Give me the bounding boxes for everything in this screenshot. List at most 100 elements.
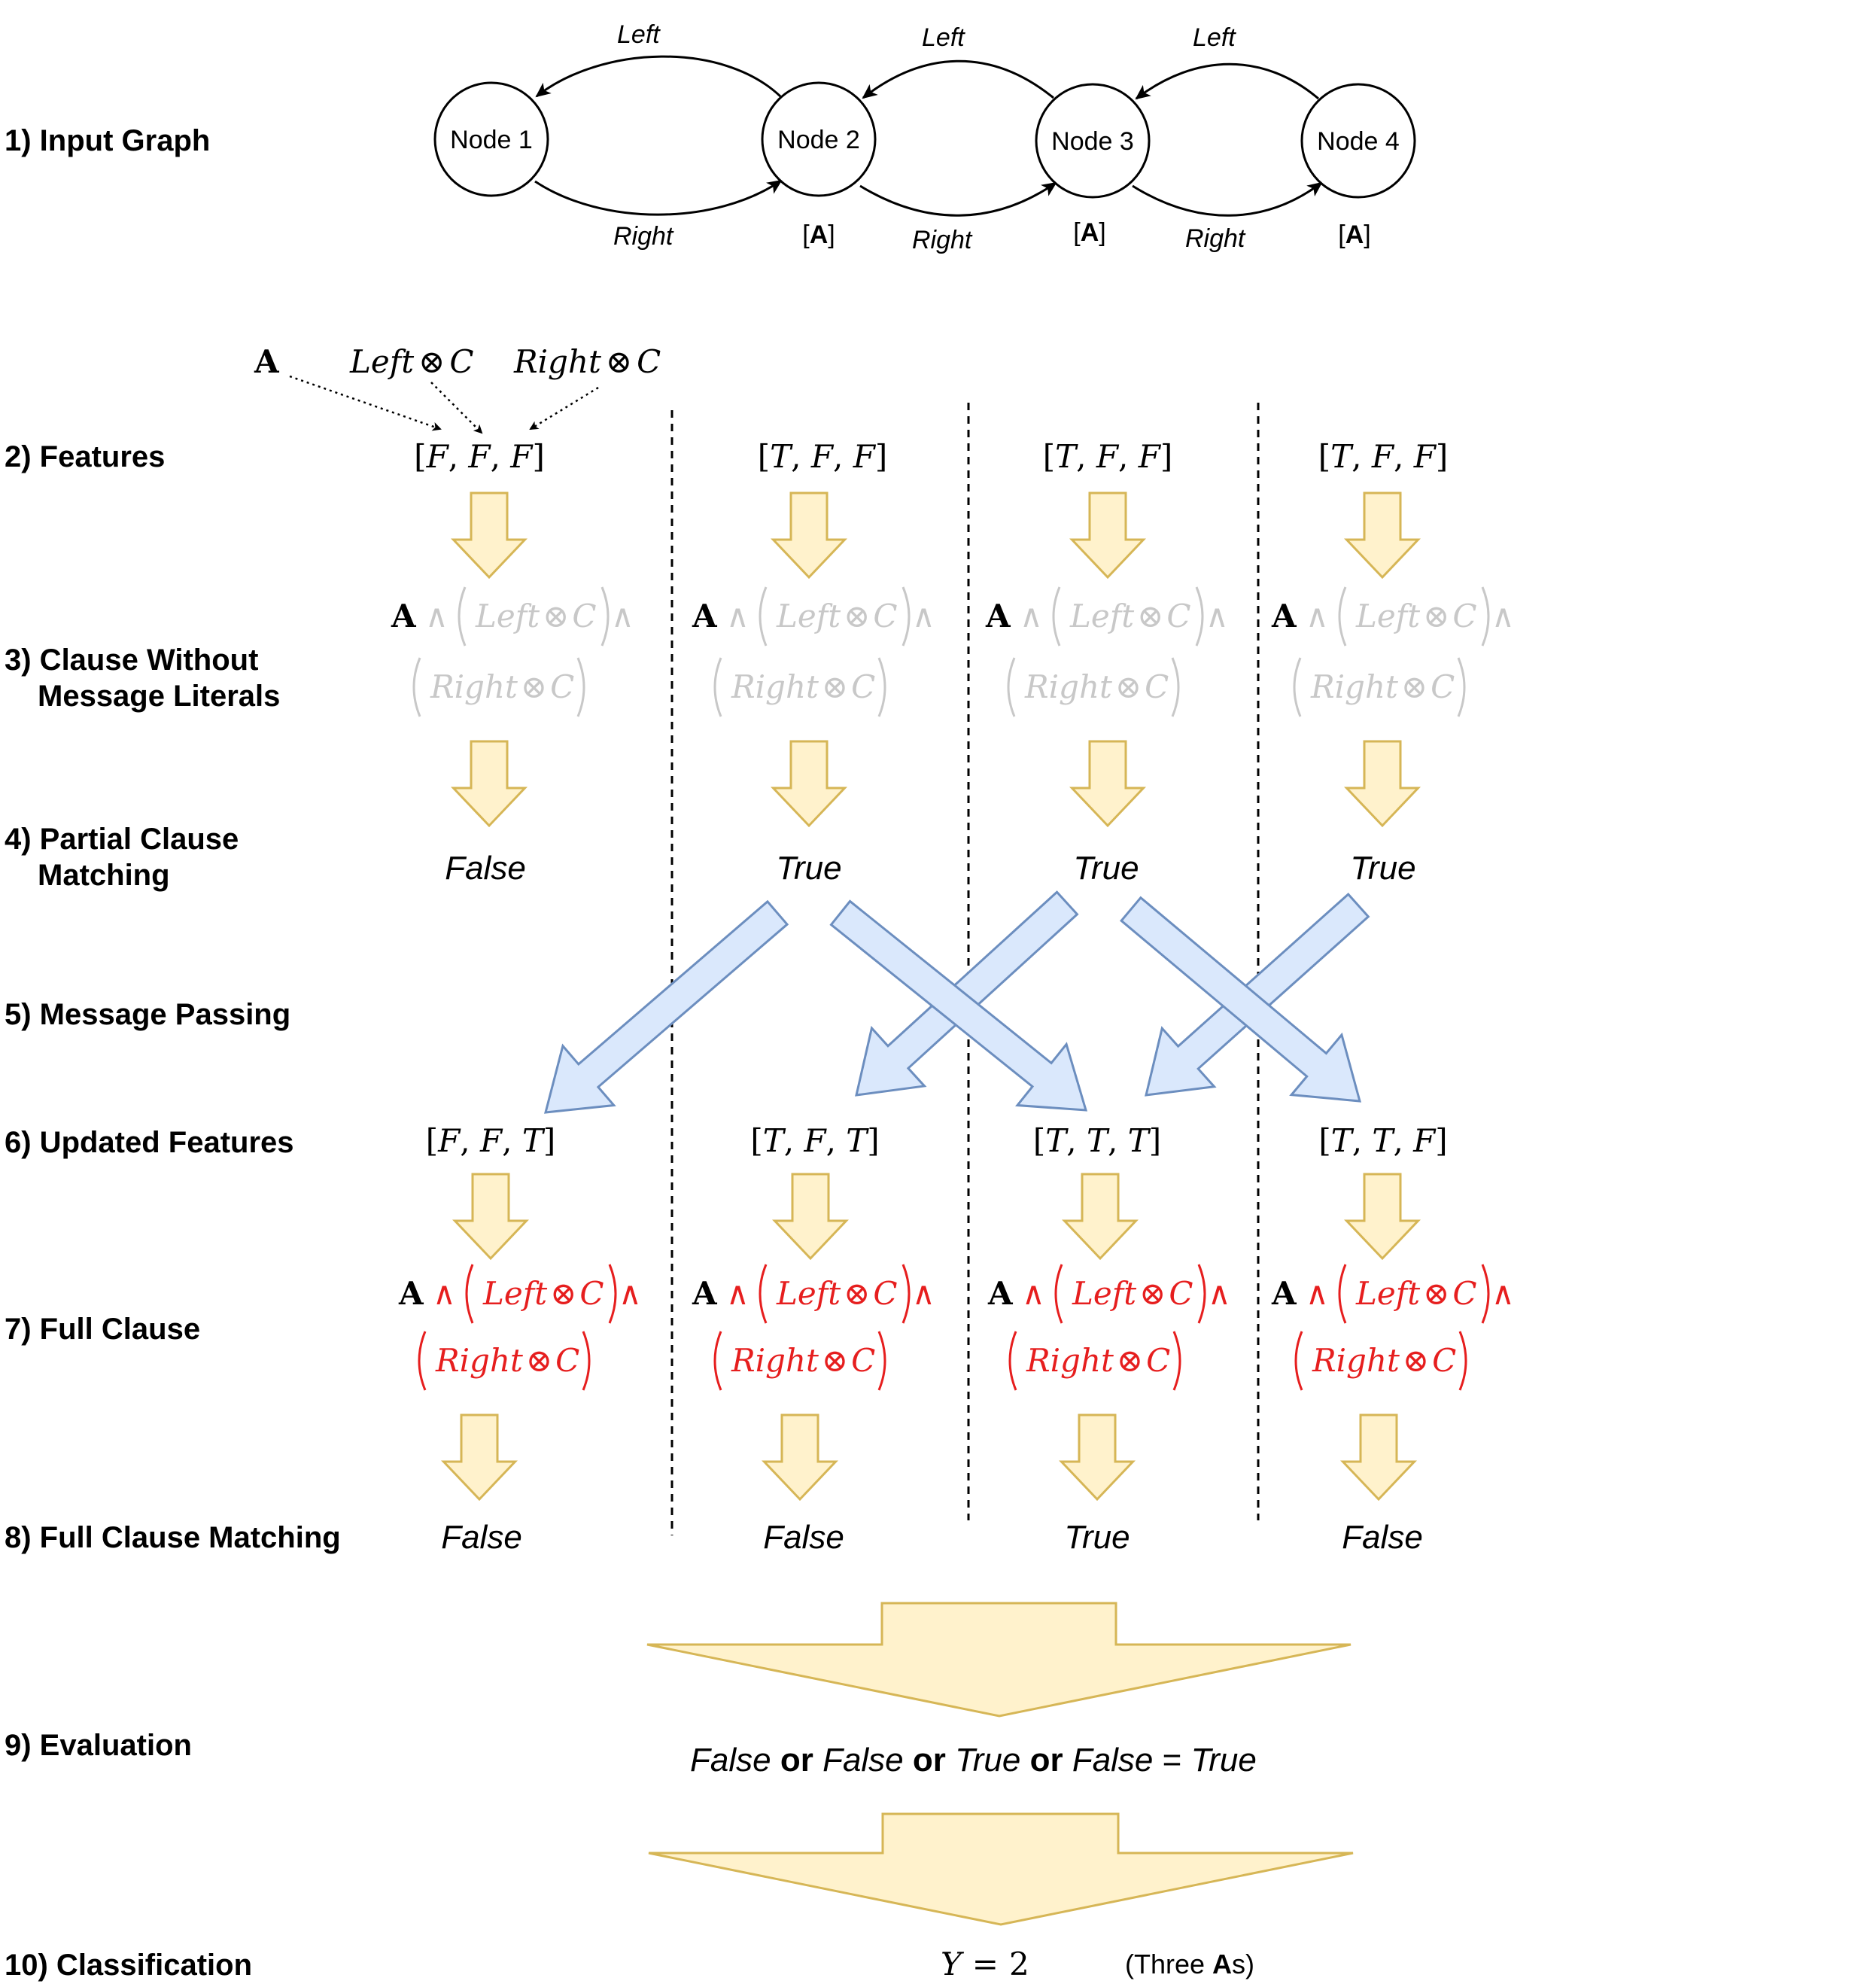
stage-label-features: 2) Features — [5, 440, 165, 473]
column-dividers — [670, 403, 1260, 1535]
updated-features-node-2: [T, F, T] — [750, 1122, 879, 1159]
legend-a: A — [254, 343, 280, 380]
full-clause-1-literal-right: Right⊗C — [435, 1342, 579, 1379]
full-clause-2-literal-a: A — [692, 1275, 718, 1312]
full-clause-2-and-2: ∧ — [912, 1275, 935, 1312]
full-clause-1: A ∧ Left⊗C ∧Right⊗C — [398, 1264, 642, 1391]
legend-pointer-a — [289, 375, 442, 431]
full-clause-4-and-2: ∧ — [1491, 1275, 1515, 1312]
edge-label-right-3: Right — [1185, 224, 1246, 253]
svg-text:Node 1: Node 1 — [450, 126, 533, 154]
updated-features-node-1: [F, F, T] — [426, 1122, 556, 1159]
updated-features-node-3: [T, T, T] — [1033, 1122, 1161, 1159]
stage-label-message-passing: 5) Message Passing — [5, 998, 290, 1031]
clause-without-messages-4-literal-right: Right⊗C — [1310, 668, 1455, 705]
clause-without-messages-1-and-2: ∧ — [611, 598, 634, 634]
svg-text:Node 2: Node 2 — [777, 126, 860, 154]
clause-without-messages-1: A ∧ Left⊗C ∧Right⊗C — [391, 586, 634, 717]
stage-label-updated-features: 6) Updated Features — [5, 1126, 294, 1159]
evaluation-arrows — [646, 1602, 1354, 1926]
full-clause-4-and-1: ∧ — [1306, 1275, 1329, 1312]
full-clause-3-and-2: ∧ — [1208, 1275, 1231, 1312]
clause-without-messages-4-and-2: ∧ — [1491, 598, 1515, 634]
legend-left-c: Left ⊗ C — [349, 343, 474, 380]
edge-label-left-2: Left — [922, 23, 965, 52]
stage-label-evaluation: 9) Evaluation — [5, 1729, 192, 1762]
stage-label-classification: 10) Classification — [5, 1949, 252, 1982]
clause-without-messages-3: A ∧ Left⊗C ∧Right⊗C — [985, 586, 1229, 717]
arrow-features-to-clause-4 — [1344, 491, 1421, 580]
arrow-full-to-match-2 — [762, 1413, 838, 1502]
classification-expression: Y = 2 — [941, 1946, 1029, 1982]
edge-right-2-3 — [859, 181, 1057, 217]
full-match-node-4: False — [1342, 1519, 1423, 1556]
evaluation-expression: False or False or True or False = True — [690, 1742, 1257, 1779]
full-clause-2-literal-right: Right⊗C — [731, 1342, 875, 1379]
node-2-attribute: [A] — [802, 221, 835, 249]
edge-label-right-1: Right — [613, 222, 674, 251]
full-clause-2: A ∧ Left⊗C ∧Right⊗C — [692, 1264, 935, 1391]
partial-match-node-1: False — [445, 850, 526, 887]
full-clause-1-literal-left: Left⊗C — [482, 1275, 604, 1312]
arrow-clause-to-partial-2 — [771, 740, 847, 828]
full-clause-2-and-1: ∧ — [726, 1275, 749, 1312]
clause-without-messages-2-and-2: ∧ — [912, 598, 935, 634]
svg-text:Node 3: Node 3 — [1051, 127, 1134, 156]
arrow-features-to-clause-1 — [451, 491, 528, 580]
stage-label-full-clause: 7) Full Clause — [5, 1313, 200, 1346]
classification-note: (Three As) — [1125, 1949, 1254, 1979]
full-clause-2-literal-left: Left⊗C — [776, 1275, 898, 1312]
edge-left-2-1 — [535, 55, 782, 98]
clause-without-messages-1-literal-a: A — [391, 598, 417, 634]
arrow-updated-to-full-4 — [1344, 1173, 1421, 1261]
clause-without-messages-1-literal-left: Left⊗C — [475, 598, 597, 634]
arrow-updated-to-full-3 — [1062, 1173, 1139, 1261]
arrow-clause-to-partial-4 — [1344, 740, 1421, 828]
graph-node-3: Node 3 — [1035, 83, 1151, 199]
message-arrow-2-to-1 — [544, 899, 789, 1114]
stage-label-partial-matching: 4) Partial Clause — [5, 823, 239, 856]
stage-label-full-matching: 8) Full Clause Matching — [5, 1521, 341, 1554]
message-passing-arrows — [544, 890, 1370, 1114]
full-match-node-2: False — [763, 1519, 844, 1556]
message-arrow-3-to-2 — [855, 890, 1079, 1097]
clause-without-messages-2-and-1: ∧ — [726, 598, 749, 634]
partial-match-node-3: True — [1073, 850, 1139, 887]
full-clause-3-and-1: ∧ — [1022, 1275, 1045, 1312]
clause-without-messages-3-and-2: ∧ — [1206, 598, 1229, 634]
clause-without-messages-3-literal-right: Right⊗C — [1024, 668, 1169, 705]
full-clause-3: A ∧ Left⊗C ∧Right⊗C — [987, 1264, 1231, 1391]
message-arrow-3-to-4 — [1120, 896, 1362, 1103]
clause-without-messages-1-literal-right: Right⊗C — [430, 668, 574, 705]
svg-text:Node 4: Node 4 — [1317, 127, 1400, 156]
clause-without-messages-2: A ∧ Left⊗C ∧Right⊗C — [692, 586, 935, 717]
graph-node-2: Node 2 — [761, 81, 877, 197]
clause-without-messages-4-and-1: ∧ — [1306, 598, 1329, 634]
full-clause-3-literal-a: A — [987, 1275, 1014, 1312]
full-clause-3-literal-left: Left⊗C — [1072, 1275, 1193, 1312]
edge-left-3-2 — [862, 59, 1054, 99]
arrow-full-to-match-4 — [1340, 1413, 1417, 1502]
clause-without-messages-3-literal-a: A — [985, 598, 1011, 634]
arrow-features-to-clause-3 — [1069, 491, 1146, 580]
graph-node-4: Node 4 — [1300, 83, 1416, 199]
stage-label-partial-matching-2: Matching — [38, 859, 170, 892]
edge-right-3-4 — [1132, 181, 1323, 217]
updated-features-node-4: [T, T, F] — [1318, 1122, 1447, 1159]
clause-without-messages-3-and-1: ∧ — [1020, 598, 1043, 634]
full-match-node-3: True — [1064, 1519, 1130, 1556]
clause-without-messages-4-literal-left: Left⊗C — [1355, 598, 1477, 634]
stage-label-clause-without: 3) Clause Without — [5, 644, 258, 677]
legend-pointer-right — [529, 386, 599, 431]
partial-match-node-4: True — [1350, 850, 1415, 887]
graph-node-1: Node 1 — [433, 81, 549, 197]
clause-without-messages-2-literal-right: Right⊗C — [731, 668, 875, 705]
arrow-full-to-match-1 — [441, 1413, 518, 1502]
arrow-updated-to-full-2 — [772, 1173, 849, 1261]
clause-without-messages-4-literal-a: A — [1271, 598, 1297, 634]
arrow-full-to-match-3 — [1059, 1413, 1136, 1502]
stage-label-clause-without-2: Message Literals — [38, 680, 280, 713]
message-arrow-2-to-3 — [829, 899, 1088, 1112]
